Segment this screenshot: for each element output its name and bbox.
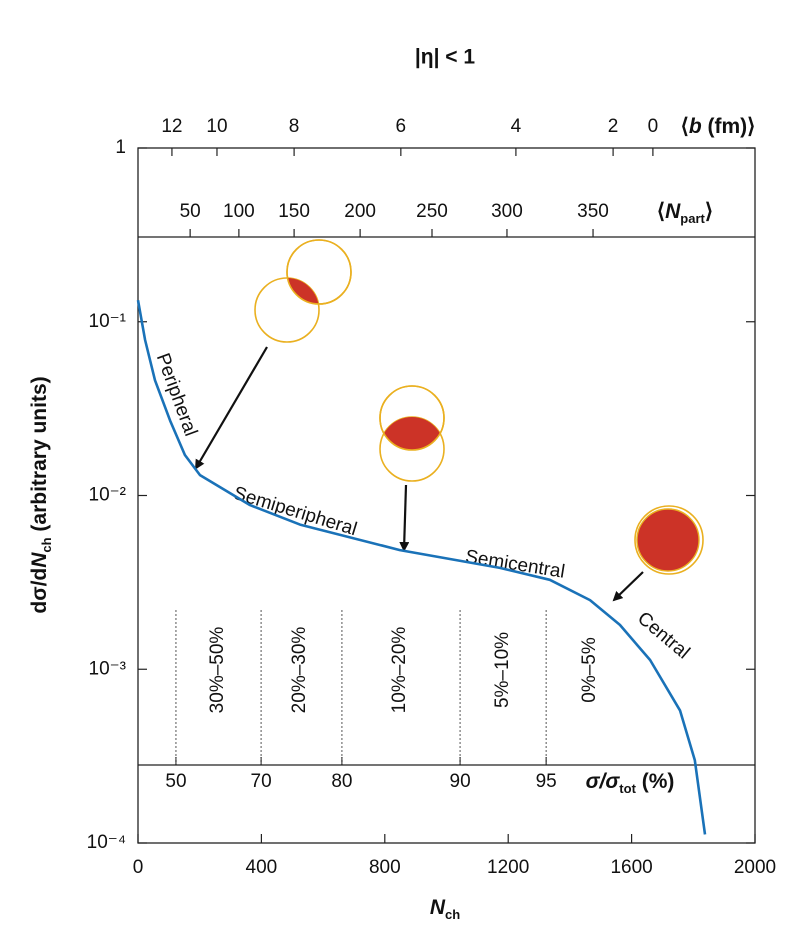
y-tick-label: 10⁻² xyxy=(89,485,127,506)
secondary-tick-label: 2 xyxy=(608,116,619,137)
secondary-tick-label: 0 xyxy=(648,116,659,137)
annotation: Central xyxy=(633,608,693,663)
data-line xyxy=(136,299,707,835)
y-tick-label: 10⁻¹ xyxy=(89,311,127,332)
axis-label: ⟨b (fm)⟩ xyxy=(681,115,756,138)
secondary-tick-label: 95 xyxy=(536,771,557,792)
secondary-tick-label: 250 xyxy=(416,201,448,222)
centrality-range: 30%–50% xyxy=(207,627,228,714)
label-part: b xyxy=(689,115,702,138)
axis-label: dσ/dNch (arbitrary units) xyxy=(28,376,54,613)
x-tick-label: 2000 xyxy=(734,857,776,878)
label-part: ⟩ xyxy=(705,200,713,223)
secondary-tick-label: 50 xyxy=(165,771,186,792)
axis-label: σ/σtot (%) xyxy=(586,770,675,796)
secondary-tick-label: 10 xyxy=(206,116,227,137)
x-tick-label: 0 xyxy=(133,857,144,878)
label-part: ch xyxy=(39,537,54,552)
arrow xyxy=(194,346,268,470)
label-part: part xyxy=(680,211,705,226)
centrality-range: 10%–20% xyxy=(389,627,410,714)
label-part: ⟨ xyxy=(681,115,689,138)
secondary-tick-label: 12 xyxy=(161,116,182,137)
label-part: (fm)⟩ xyxy=(702,115,756,138)
label-part: N xyxy=(430,896,446,919)
x-tick-label: 1200 xyxy=(487,857,529,878)
centrality-range: 5%–10% xyxy=(492,632,513,708)
collision-icon xyxy=(254,239,352,343)
secondary-tick-label: 4 xyxy=(511,116,522,137)
label-part: dσ/d xyxy=(28,568,51,614)
label-part: (arbitrary units) xyxy=(28,376,51,537)
x-tick-label: 400 xyxy=(246,857,278,878)
plot-frame xyxy=(137,147,756,844)
secondary-tick-label: 350 xyxy=(577,201,609,222)
secondary-tick-label: 70 xyxy=(251,771,272,792)
y-tick-label: 10⁻³ xyxy=(89,658,127,679)
y-tick-label: 1 xyxy=(115,137,126,158)
axis-label: Nch xyxy=(430,896,460,922)
secondary-tick-label: 6 xyxy=(396,116,407,137)
label-part: ch xyxy=(445,907,460,922)
secondary-tick-label: 300 xyxy=(491,201,523,222)
secondary-tick-label: 80 xyxy=(331,771,352,792)
arrow xyxy=(612,571,644,602)
secondary-tick-label: 8 xyxy=(289,116,300,137)
secondary-tick-label: 50 xyxy=(180,201,201,222)
centrality-range: 0%–5% xyxy=(579,637,600,703)
label-part: (%) xyxy=(636,770,675,793)
secondary-tick-label: 150 xyxy=(278,201,310,222)
arrow xyxy=(399,484,410,552)
label-part: ⟨ xyxy=(657,200,665,223)
label-part: tot xyxy=(619,781,636,796)
secondary-tick-label: 90 xyxy=(450,771,471,792)
label-part: σ/σ xyxy=(586,770,621,793)
secondary-tick-label: 100 xyxy=(223,201,255,222)
label-part: N xyxy=(665,200,681,223)
x-tick-label: 1600 xyxy=(610,857,652,878)
label-part: N xyxy=(28,552,51,568)
secondary-tick-label: 200 xyxy=(344,201,376,222)
y-tick-label: 10⁻⁴ xyxy=(87,832,126,853)
collision-icon xyxy=(379,385,445,482)
x-tick-label: 800 xyxy=(369,857,401,878)
collision-icon xyxy=(634,505,704,575)
centrality-range: 20%–30% xyxy=(289,627,310,714)
annotation: Semiperipheral xyxy=(231,483,359,540)
chart-title: |η| < 1 xyxy=(415,46,476,69)
axis-label: ⟨Npart⟩ xyxy=(657,200,713,226)
